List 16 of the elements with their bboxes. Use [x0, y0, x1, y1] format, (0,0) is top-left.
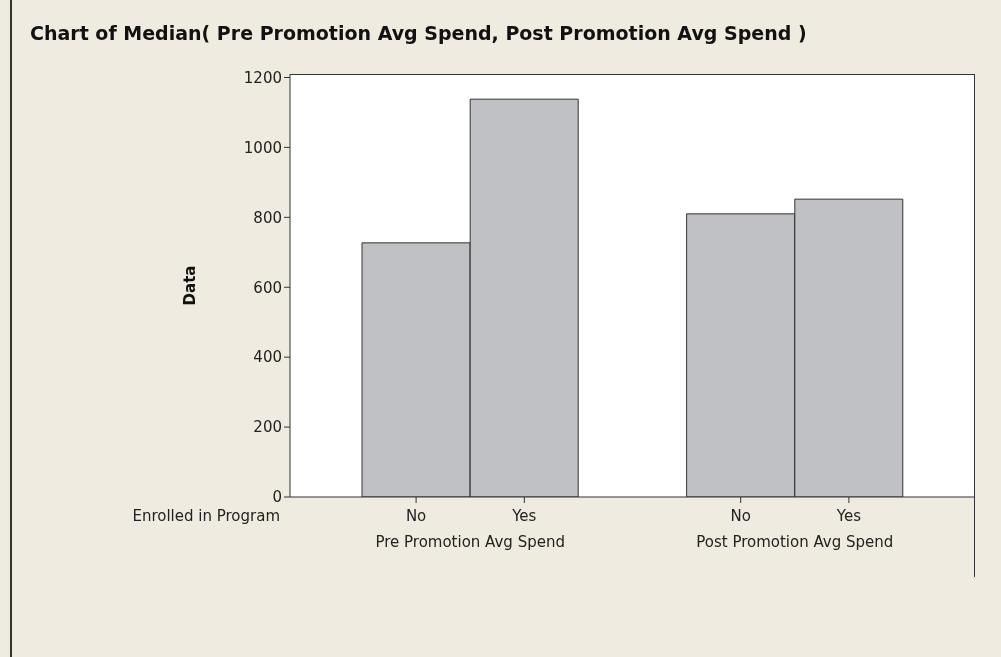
x-tick-label: Yes	[511, 507, 537, 525]
x-tick-label: No	[730, 507, 751, 525]
y-tick-label: 200	[253, 418, 282, 437]
x-axis-title: Enrolled in Program	[132, 507, 280, 525]
text: Pre Promotion Avg Spend	[375, 533, 565, 551]
y-tick-label: 1000	[243, 138, 282, 157]
y-tick-label: 400	[253, 348, 282, 367]
y-tick-label: 1200	[243, 68, 282, 87]
y-tick-label: 600	[253, 278, 282, 297]
text: Post Promotion Avg Spend	[696, 533, 894, 551]
y-tick-label: 800	[253, 208, 282, 227]
y-axis-title: Data	[181, 265, 200, 306]
chart-title: Chart of Median( Pre Promotion Avg Spend, Post Promotion Avg Spend )	[30, 22, 807, 44]
x-tick-label: Yes	[835, 507, 862, 525]
x-tick-label: No	[405, 507, 427, 525]
y-tick-label: 0	[272, 488, 282, 507]
